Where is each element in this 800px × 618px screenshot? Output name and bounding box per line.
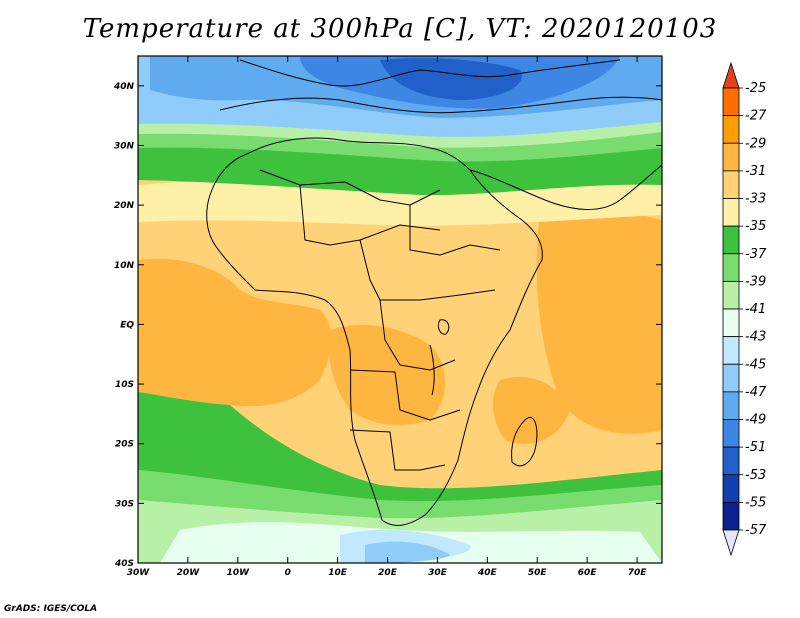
country-border-1 [259, 169, 441, 206]
colorbar-label: -25 [745, 81, 766, 96]
credit-text: GrADS: IGES/COLA [4, 604, 98, 614]
colorbar-swatch [722, 336, 740, 365]
lat-tick-label: 10N [114, 261, 135, 271]
lat-tick-label: 20N [114, 201, 135, 211]
arabia-coastline [469, 164, 662, 210]
colorbar-label: -29 [745, 136, 766, 151]
field-green-north [138, 140, 662, 196]
colorbar-swatch [722, 142, 740, 172]
colorbar-label: -57 [745, 523, 767, 538]
field-warm-central [328, 325, 445, 426]
lat-tick-label: 40N [113, 82, 135, 92]
europe-coast [239, 59, 621, 87]
country-border-7 [409, 205, 501, 256]
colorbar-swatch [722, 198, 740, 227]
colorbar-label: -51 [745, 440, 766, 455]
country-border-2 [299, 184, 441, 246]
colorbar-label: -47 [745, 385, 767, 400]
colorbar-label: -35 [745, 219, 766, 234]
colorbar-label: -37 [745, 247, 767, 262]
colorbar-label: -55 [745, 495, 766, 510]
lat-tick-label: 10S [115, 380, 134, 390]
lon-tick-label: 60E [578, 568, 598, 578]
colorbar-swatch [722, 225, 740, 255]
colorbar-swatch [722, 391, 740, 420]
colorbar-swatch [722, 87, 740, 117]
lon-tick-label: 30E [428, 568, 448, 578]
mediterranean-coast [219, 96, 662, 114]
colorbar-swatch [722, 363, 740, 393]
colorbar-swatch [722, 501, 740, 531]
lat-tick-label: 40S [114, 559, 134, 569]
lon-tick-label: 70E [628, 568, 648, 578]
colorbar-label: -45 [745, 357, 766, 372]
country-border-4 [379, 299, 456, 371]
field-warm-west-atlantic [138, 258, 332, 407]
colorbar-swatch [722, 474, 740, 503]
lon-tick-label: 50E [528, 568, 548, 578]
country-border-5 [349, 369, 461, 421]
lon-tick-label: 20E [378, 568, 398, 578]
plot-frame [137, 55, 663, 564]
field-warm-east [536, 206, 662, 434]
colorbar: -25 -27 -29 -31 -33 -35 -37 -39 -41 -43 -45 -47 -49 -… [722, 61, 767, 557]
country-border-3 [359, 239, 496, 301]
colorbar-label: -53 [745, 468, 766, 483]
africa-coastline [206, 137, 543, 526]
field-blue-north-deep [380, 58, 522, 100]
lon-tick-label: 0 [285, 568, 291, 578]
latitude-axis: 40N 30N 20N 10N EQ 10S 20S 30S 40S [113, 82, 662, 569]
colorbar-label: -43 [745, 330, 766, 345]
colorbar-swatch [722, 446, 740, 476]
colorbar-label: -39 [745, 274, 766, 289]
colorbar-swatch [722, 253, 740, 282]
lon-tick-label: 40E [477, 568, 498, 578]
colorbar-label: -33 [745, 192, 766, 207]
madagascar-coastline [511, 417, 538, 467]
field-blue-south-mid [365, 541, 450, 563]
lon-tick-label: 20W [177, 568, 201, 578]
colorbar-swatch [722, 170, 740, 199]
longitude-axis: 30W 20W 10W 0 10E 20E 30E 40E 50E 60E 70E [127, 56, 647, 578]
lake-tanganyika [429, 344, 435, 396]
colorbar-swatch [722, 280, 740, 310]
colorbar-swatch [722, 115, 740, 144]
field-warm-indian [493, 376, 570, 444]
colorbar-swatch [722, 419, 740, 448]
colorbar-label: -41 [745, 302, 766, 317]
colorbar-swatch [722, 529, 740, 557]
country-border-6 [349, 429, 446, 471]
lat-tick-label: 30S [115, 499, 134, 509]
colorbar-label: -31 [745, 164, 766, 179]
colorbar-swatch [722, 308, 740, 338]
temperature-field [138, 56, 662, 563]
lon-tick-label: 10E [328, 568, 348, 578]
lon-tick-label: 30W [127, 568, 151, 578]
colorbar-swatch [722, 61, 740, 89]
map-title: Temperature at 300hPa [C], VT: 202012010… [82, 14, 718, 44]
lon-tick-label: 10W [227, 568, 251, 578]
coastlines [206, 59, 662, 526]
lat-tick-label: EQ [120, 320, 134, 330]
colorbar-label: -49 [745, 413, 766, 428]
colorbar-label: -27 [745, 109, 767, 124]
lat-tick-label: 30N [114, 141, 135, 151]
lat-tick-label: 20S [115, 440, 134, 450]
lake-victoria [437, 319, 450, 335]
